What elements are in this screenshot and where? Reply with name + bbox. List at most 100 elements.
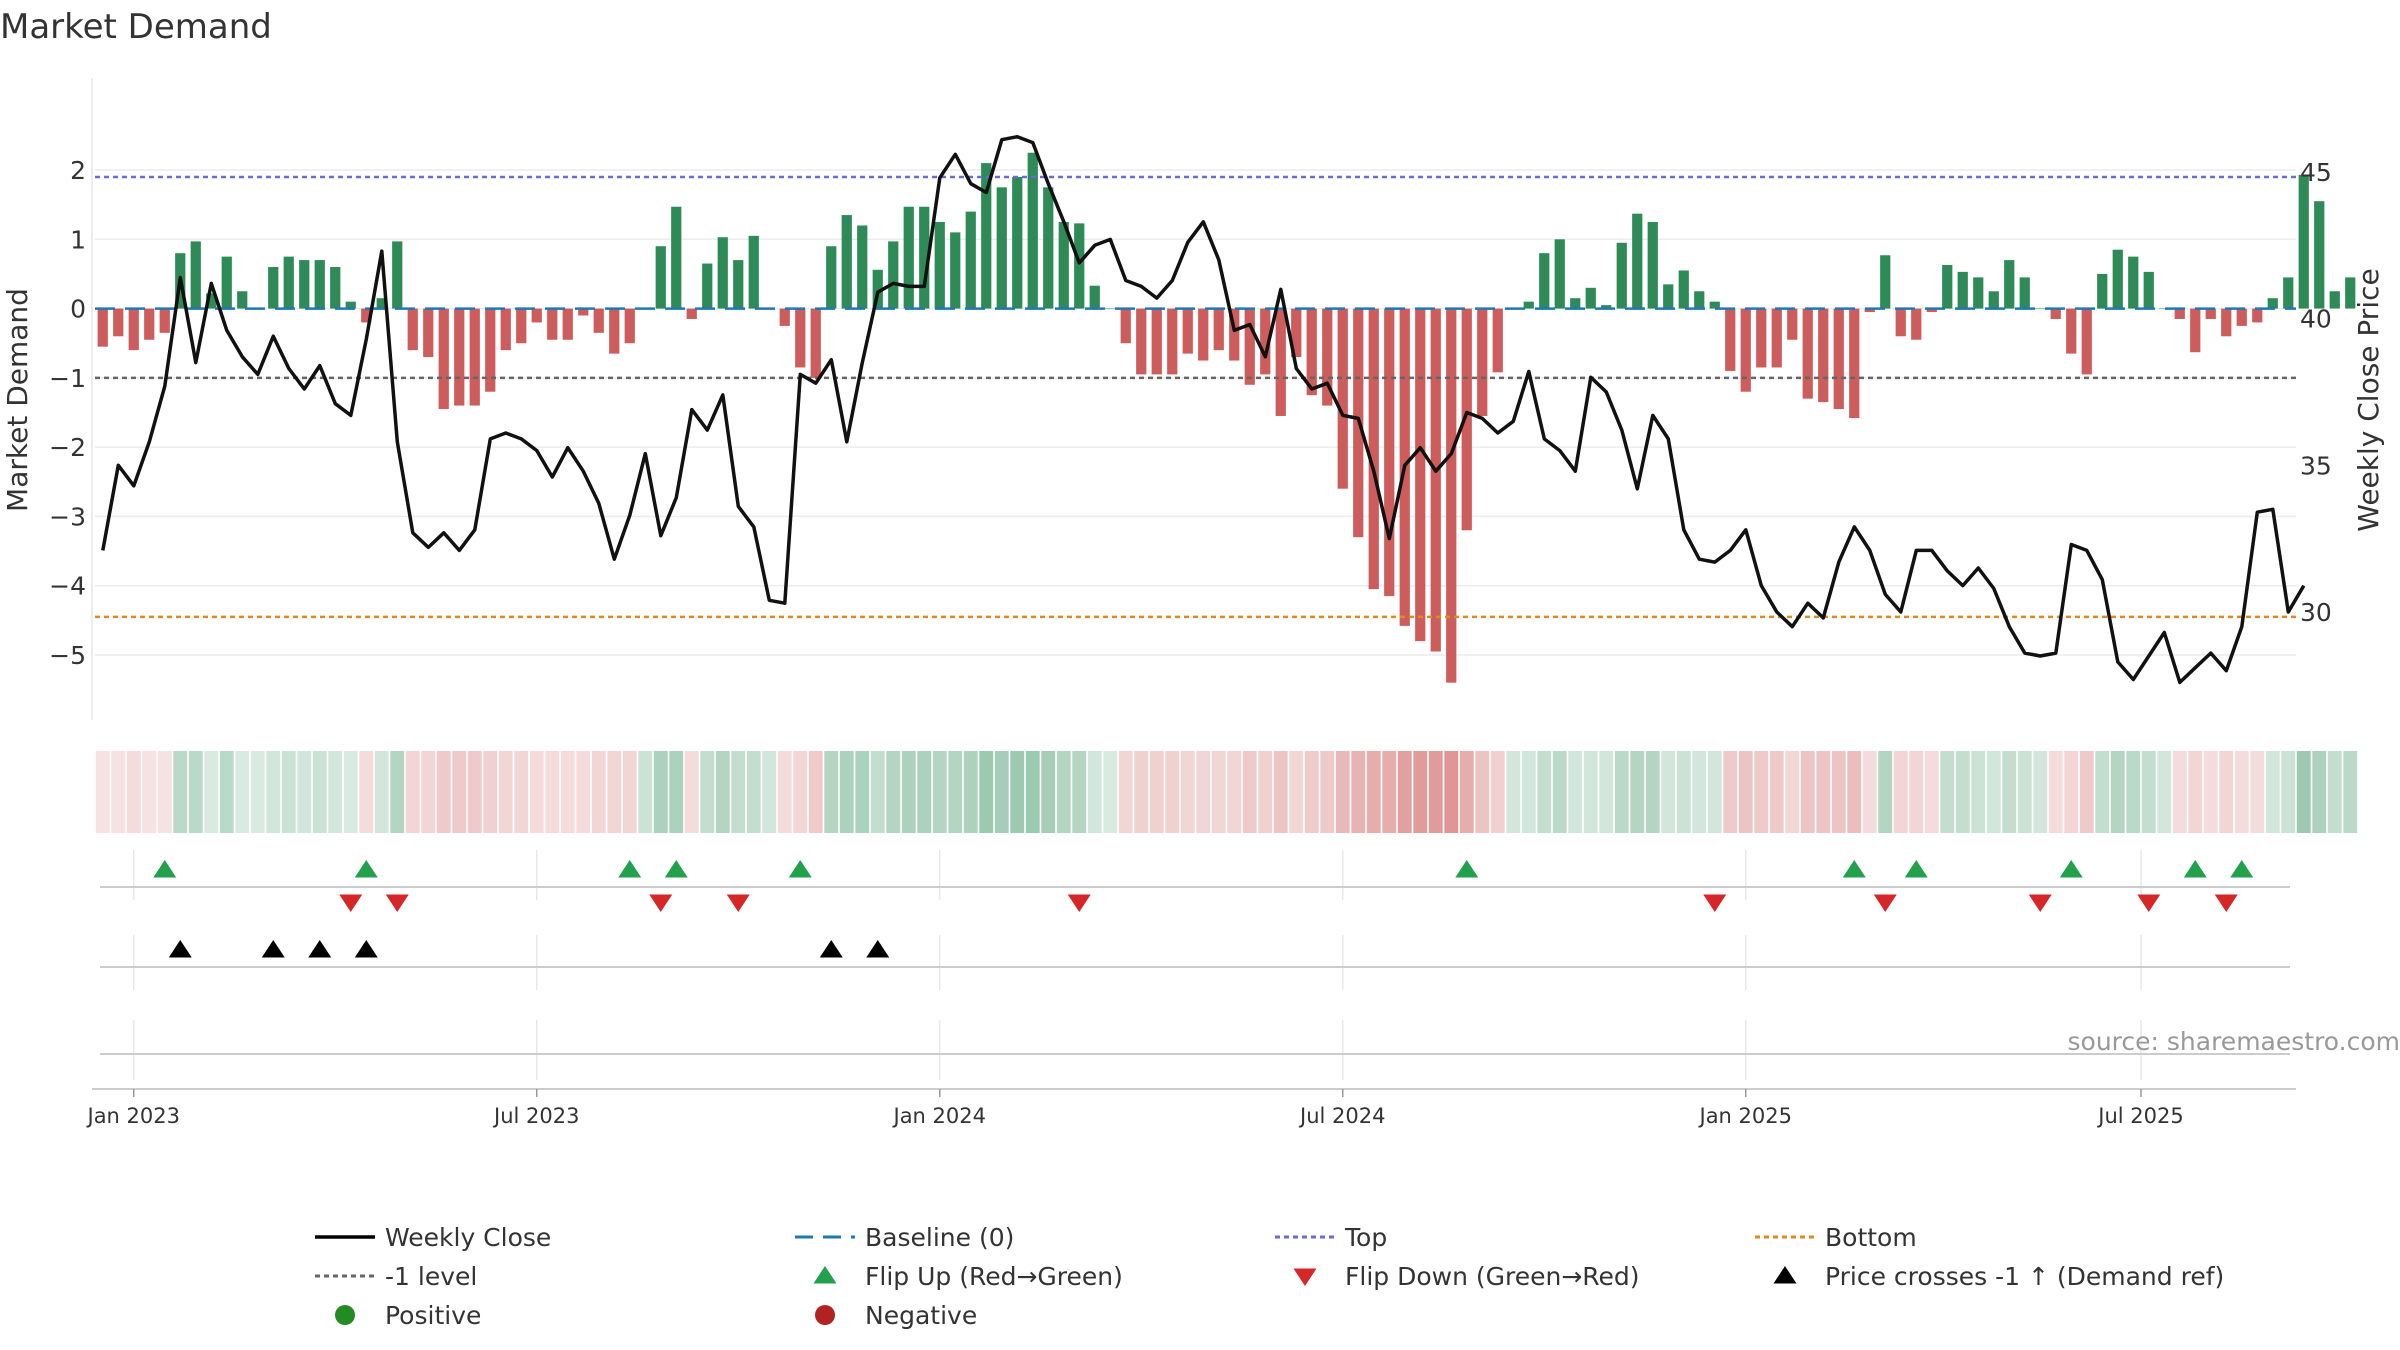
heat-strip-cell [1118,751,1133,833]
heat-strip-cell [1087,751,1102,833]
flip-up-marker [153,860,177,878]
flip-down-marker [726,894,750,912]
demand-bar-negative [1384,308,1395,597]
heat-strip-cell [653,751,668,833]
heat-strip-cell [483,751,498,833]
heat-strip-cell [700,751,715,833]
heat-strip-cell [1552,751,1567,833]
heat-strip-cell [2064,751,2079,833]
demand-bar-positive [1058,221,1069,309]
heat-strip-cell [1428,751,1443,833]
demand-bar-negative [2050,308,2061,319]
demand-bar-positive [376,298,387,309]
demand-bar-positive [1632,213,1643,309]
heat-strip-cell [1738,751,1753,833]
demand-bar-positive [1523,301,1534,309]
heat-strip-cell [529,751,544,833]
heat-strip-cell [777,751,792,833]
heat-strip-cell [390,751,405,833]
demand-bar-negative [2221,308,2232,337]
demand-bar-negative [1198,308,1209,361]
legend: Weekly Close Baseline (0) Top Bottom -1 leve… [315,1223,2224,1330]
y-tick-label: −2 [49,433,86,462]
demand-bar-positive [1043,187,1054,309]
demand-bar-positive [2267,298,2278,309]
heat-strip-cell [1692,751,1707,833]
demand-bar-negative [97,308,108,347]
heat-strip-cell [1661,751,1676,833]
heat-strip-cell [173,751,188,833]
heat-strip-cell [2017,751,2032,833]
heat-strip-cell [2343,751,2358,833]
legend-label: Positive [385,1301,481,1330]
demand-bar-negative [1322,308,1333,406]
demand-bar-positive [1616,242,1627,309]
flip-down-marker [385,894,409,912]
flip-down-marker [2137,894,2161,912]
demand-bar-negative [438,308,449,410]
demand-bar-positive [2128,256,2139,309]
legend-label: Price crosses -1 ↑ (Demand ref) [1825,1262,2224,1291]
y2-tick-label: 45 [2300,158,2332,187]
heat-strip-cell [1397,751,1412,833]
demand-bar-positive [2345,277,2356,309]
heat-strip-cell [359,751,374,833]
demand-bar-negative [1771,308,1782,368]
demand-bar-negative [1725,308,1736,371]
demand-bar-positive [1570,298,1581,309]
heat-strip-cell [2002,751,2017,833]
heat-strip-cell [1382,751,1397,833]
heat-strip-cell [1351,751,1366,833]
heat-strip-cell [297,751,312,833]
demand-bar-positive [190,241,201,309]
demand-bar-positive [2314,201,2325,309]
x-gridlines [133,850,2142,1080]
demand-bar-negative [1167,308,1178,375]
heat-strip-cell [1475,751,1490,833]
event-markers [153,860,2254,958]
event-panels: Jan 2023 Jul 2023 Jan 2024 Jul 2024 Jan 2025… [86,850,2400,1128]
heat-strip-cell [2157,751,2172,833]
demand-bar-positive [888,241,899,309]
heat-strip-cell [1258,751,1273,833]
demand-bar-negative [547,308,558,340]
demand-bar-positive [2112,249,2123,309]
demand-bar-positive [1709,301,1720,309]
legend-label: Baseline (0) [865,1223,1014,1252]
demand-bar-positive [919,206,930,309]
heat-strip-cell [1645,751,1660,833]
demand-bar-positive [733,260,744,309]
heat-strip-cell [560,751,575,833]
demand-bar-positive [1012,176,1023,309]
legend-label: Negative [865,1301,977,1330]
demand-bar-negative [500,308,511,351]
demand-bar-positive [1647,221,1658,309]
demand-bar-negative [128,308,139,351]
demand-bar-negative [1229,308,1240,361]
heat-strip-cell [2250,751,2265,833]
heat-strip-cell [1723,751,1738,833]
heat-strip-cell [917,751,932,833]
demand-bar-negative [407,308,418,351]
demand-bar-positive [1694,291,1705,309]
heat-strip-cell [111,751,126,833]
demand-bar-negative [609,308,620,354]
demand-bar-positive [841,215,852,309]
heat-strip-cell [1754,751,1769,833]
demand-bar-negative [1911,308,1922,340]
legend-label: Flip Down (Green→Red) [1345,1262,1640,1291]
demand-bar-positive [1554,239,1565,309]
demand-bar-positive [2298,174,2309,309]
heat-strip-cell [1211,751,1226,833]
legend-label: Flip Up (Red→Green) [865,1262,1123,1291]
demand-bar-negative [1430,308,1441,652]
demand-bar-positive [1880,255,1891,309]
demand-bar-negative [1368,308,1379,590]
heat-strip-cell [328,751,343,833]
demand-bar-positive [2035,308,2046,310]
heat-strip-cell [1149,751,1164,833]
demand-heat-strip [95,751,2358,833]
demand-bar-negative [531,308,542,323]
demand-bars [97,152,2356,683]
